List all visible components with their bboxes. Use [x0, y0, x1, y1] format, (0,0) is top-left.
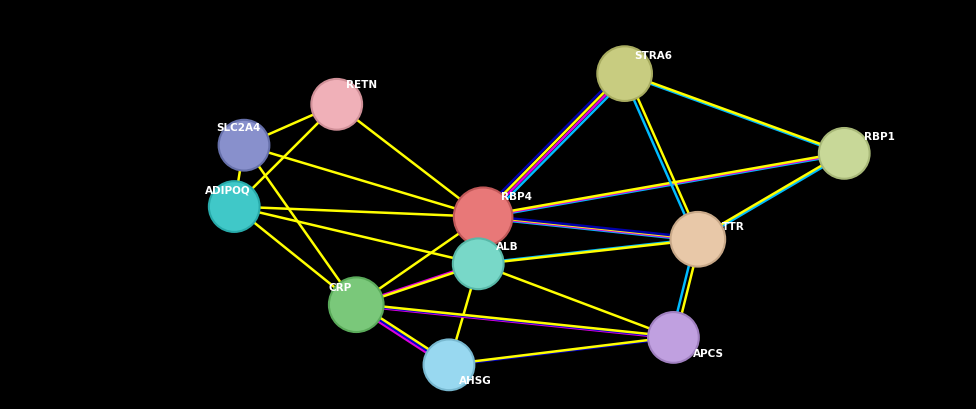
Ellipse shape — [819, 128, 870, 179]
Text: AHSG: AHSG — [459, 376, 492, 386]
Ellipse shape — [219, 120, 269, 171]
Ellipse shape — [209, 181, 260, 232]
Ellipse shape — [671, 212, 725, 267]
Text: ALB: ALB — [496, 243, 518, 252]
Text: APCS: APCS — [693, 349, 724, 359]
Text: TTR: TTR — [722, 222, 745, 232]
Ellipse shape — [329, 277, 384, 332]
Ellipse shape — [311, 79, 362, 130]
Ellipse shape — [453, 238, 504, 289]
Text: ADIPOQ: ADIPOQ — [205, 185, 251, 195]
Text: STRA6: STRA6 — [634, 52, 672, 61]
Ellipse shape — [454, 187, 512, 246]
Ellipse shape — [424, 339, 474, 390]
Ellipse shape — [597, 46, 652, 101]
Text: SLC2A4: SLC2A4 — [217, 123, 261, 133]
Text: RETN: RETN — [346, 80, 378, 90]
Ellipse shape — [648, 312, 699, 363]
Text: RBP1: RBP1 — [864, 132, 895, 142]
Text: RBP4: RBP4 — [501, 192, 532, 202]
Text: CRP: CRP — [329, 283, 352, 293]
